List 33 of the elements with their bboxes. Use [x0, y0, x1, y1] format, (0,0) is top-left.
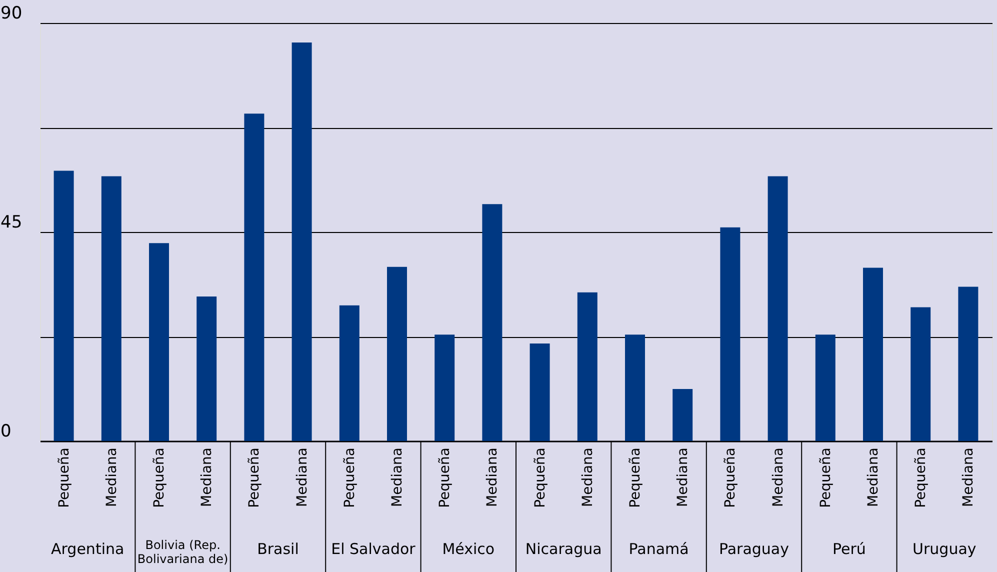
x-tick-label: Mediana — [104, 448, 120, 507]
text: Paraguay — [718, 540, 790, 558]
x-tick-label: Mediana — [960, 448, 977, 507]
x-tick-label: Pequeña — [818, 448, 834, 508]
x-tick-label: Pequeña — [246, 448, 263, 508]
text: México — [442, 540, 495, 558]
x-tick-label: Mediana — [484, 448, 501, 507]
text: Bolivia (Rep. Bolivariana de) — [137, 538, 228, 566]
text: Brasil — [257, 540, 299, 558]
x-tick-label: Pequeña — [913, 448, 930, 508]
y-tick-label: 0 — [0, 422, 12, 442]
x-tick-label: Pequeña — [722, 448, 739, 508]
x-tick-label: Mediana — [294, 448, 310, 507]
x-tick-label: Mediana — [580, 448, 596, 507]
x-tick-label: Mediana — [199, 448, 216, 507]
x-tick-label: Mediana — [866, 448, 882, 507]
text: El Salvador — [331, 540, 416, 558]
x-tick-label: Pequeña — [56, 448, 72, 508]
text: Perú — [832, 540, 866, 558]
x-tick-label: Mediana — [675, 448, 692, 507]
y-tick-label: 90 — [0, 4, 22, 24]
text: Nicaragua — [525, 540, 602, 558]
x-tick-label: Pequeña — [532, 448, 548, 508]
x-tick-label: Pequeña — [152, 448, 168, 508]
text: Argentina — [51, 540, 124, 558]
x-tick-label: Mediana — [390, 448, 406, 507]
text: Panamá — [628, 540, 689, 558]
y-tick-label: 45 — [0, 212, 22, 232]
x-tick-label: Pequeña — [628, 448, 644, 508]
x-tick-label: Mediana — [770, 448, 786, 507]
text: Uruguay — [912, 540, 976, 558]
x-tick-label: Pequeña — [342, 448, 358, 508]
x-tick-label: Pequeña — [437, 448, 454, 508]
